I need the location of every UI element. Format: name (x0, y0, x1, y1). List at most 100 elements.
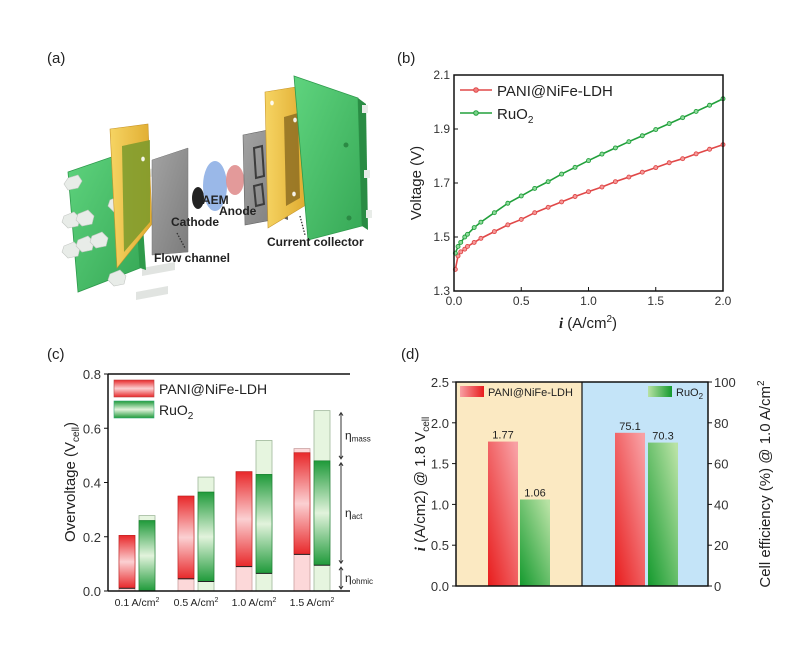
data-point-pani (680, 156, 686, 162)
data-point-pani (532, 210, 538, 216)
legend-swatch-ruo2-c (113, 400, 155, 419)
bar-activation-ruo2 (313, 460, 331, 566)
y-tick-label-right-d: 100 (714, 375, 736, 390)
y-tick-label-right-d: 20 (714, 538, 728, 553)
legend-label-pani: PANI@NiFe-LDH (497, 83, 613, 100)
data-point-ruo2 (465, 231, 470, 237)
bar-ruo2-efficiency (648, 442, 678, 586)
legend-label-pani-d: PANI@NiFe-LDH (488, 387, 573, 399)
data-point-ruo2 (545, 179, 551, 185)
data-point-pani (458, 249, 464, 255)
x-tick-label-c: 0.1 A/cm2 (115, 597, 160, 609)
right-end-plate (293, 75, 363, 241)
arrowhead-up (338, 411, 344, 416)
bar-activation-ruo2 (197, 491, 215, 582)
bar-pani-current (488, 441, 518, 586)
bar-activation-ruo2 (138, 520, 156, 592)
panel-label-d: (d) (401, 346, 420, 363)
x-axis-title-b: i (A/cm2) (559, 314, 617, 332)
x-tick-label-b: 1.0 (580, 294, 597, 308)
y-tick-label-left-d: 2.0 (431, 416, 449, 431)
data-point-pani (505, 222, 511, 228)
y-tick-label-b: 2.1 (433, 68, 450, 82)
y-tick-label-left-d: 2.5 (431, 375, 449, 390)
y-axis-title-left-d: i (A/cm2) @ 1.8 Vcell (412, 417, 432, 551)
data-point-pani (518, 216, 524, 222)
data-point-ruo2 (455, 243, 461, 249)
legend-label-pani-c: PANI@NiFe-LDH (159, 381, 267, 397)
data-point-pani (653, 165, 659, 171)
data-point-pani (545, 204, 551, 210)
bar-value-label: 1.06 (524, 488, 545, 500)
data-point-pani (471, 239, 477, 245)
overvoltage-region-annotations: ηmass ηact ηohmic (338, 411, 373, 590)
y-tick-label-left-d: 0.0 (431, 579, 449, 594)
legend-b: PANI@NiFe-LDH RuO2 (460, 83, 613, 126)
data-point-ruo2 (680, 115, 686, 121)
y-tick-label-c: 0.6 (83, 421, 101, 436)
legend-swatch-pani-c (113, 379, 155, 398)
flow-channel-plate (151, 147, 189, 256)
bar-ruo2-current (520, 499, 550, 586)
arrowhead-up (338, 566, 344, 571)
data-point-pani (707, 146, 712, 152)
data-point-ruo2 (693, 108, 699, 114)
panel-label-b: (b) (397, 50, 416, 67)
y-tick-label-left-d: 0.5 (431, 538, 449, 553)
bar-pani-efficiency (615, 432, 645, 586)
data-point-ruo2 (471, 225, 477, 231)
data-point-ruo2 (653, 127, 659, 132)
region-label-mass: ηmass (345, 429, 371, 444)
plot-frame-d (455, 381, 709, 587)
data-point-pani (666, 160, 672, 166)
panel-label-a: (a) (47, 50, 66, 67)
data-point-ruo2 (559, 171, 565, 177)
x-tick-label-b: 0.5 (513, 294, 530, 308)
x-tick-label-b: 2.0 (715, 294, 732, 308)
legend-marker-pani (473, 87, 479, 93)
y-tick-label-c: 0.0 (83, 584, 101, 599)
y-tick-label-left-d: 1.0 (431, 497, 449, 512)
data-point-pani (491, 229, 497, 235)
label-current-collector: Current collector (267, 235, 364, 249)
data-point-ruo2 (572, 164, 578, 170)
y-axis-title-c: Overvoltage (Vcell) (62, 422, 82, 542)
series-line-pani (454, 143, 724, 270)
legend-swatch-ruo2-d (648, 386, 672, 397)
data-point-ruo2 (518, 193, 524, 199)
y-tick-label-right-d: 60 (714, 457, 728, 472)
data-point-ruo2 (612, 145, 618, 151)
y-axis-title-right-d: Cell efficiency (%) @ 1.0 A/cm2 (756, 380, 774, 588)
electrolyzer-diagram: AEM Anode Cathode Flow channel Current c… (61, 75, 372, 300)
label-aem: AEM (202, 193, 229, 207)
legend-label-ruo2-c: RuO2 (159, 402, 194, 422)
legend-marker-ruo2 (473, 110, 479, 116)
data-point-ruo2 (599, 151, 605, 157)
region-label-ohmic: ηohmic (345, 571, 373, 586)
bar-activation-pani (177, 495, 195, 580)
polarization-chart: 0.0 0.5 1.0 1.5 2.0 1.3 1.5 1.7 1.9 2.1 PANI@NiFe… (408, 68, 732, 332)
legend-swatch-pani-d (460, 386, 484, 397)
bar-value-label: 75.1 (619, 421, 640, 433)
y-tick-label-b: 1.5 (433, 230, 450, 244)
x-tick-label-b: 0.0 (446, 294, 463, 308)
panel-label-c: (c) (47, 346, 65, 363)
y-tick-label-c: 0.8 (83, 367, 101, 382)
data-point-pani (572, 194, 578, 199)
label-cathode: Cathode (171, 215, 219, 229)
label-anode: Anode (219, 204, 257, 218)
data-point-ruo2 (458, 239, 464, 245)
y-tick-label-b: 1.7 (433, 176, 450, 190)
y-tick-label-right-d: 0 (714, 579, 721, 594)
data-point-ruo2 (707, 102, 712, 108)
bar-value-label: 1.77 (492, 430, 513, 442)
y-axis-title-b: Voltage (V) (408, 146, 425, 220)
legend-label-ruo2-d: RuO2 (676, 387, 704, 401)
data-point-pani (639, 169, 645, 175)
data-point-pani (559, 199, 565, 205)
data-point-ruo2 (666, 121, 672, 127)
aem-membrane (203, 161, 227, 211)
data-point-ruo2 (586, 158, 591, 164)
data-point-ruo2 (639, 133, 645, 139)
data-point-ruo2 (626, 139, 632, 145)
